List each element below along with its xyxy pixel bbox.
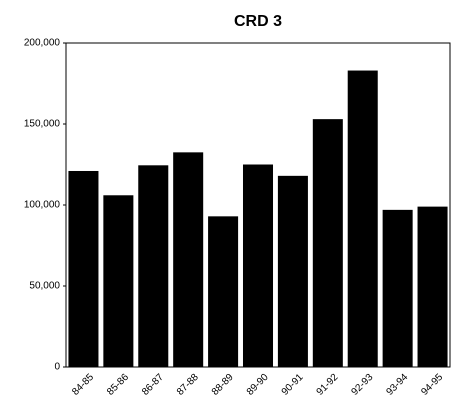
x-tick-label: 90-91 — [280, 372, 306, 398]
bar — [312, 119, 343, 367]
y-tick-label: 50,000 — [29, 281, 60, 292]
x-tick-label: 85-86 — [105, 372, 131, 398]
bar — [417, 206, 448, 367]
x-tick-label: 88-89 — [210, 372, 236, 398]
chart-title: CRD 3 — [234, 13, 282, 30]
bar — [138, 165, 169, 367]
bar — [68, 170, 99, 367]
bar — [173, 152, 204, 367]
y-tick-label: 0 — [54, 362, 60, 373]
x-tick-label: 92-93 — [350, 372, 376, 398]
bar — [382, 209, 413, 367]
y-tick-label: 150,000 — [24, 119, 61, 130]
x-tick-label: 93-94 — [384, 372, 410, 398]
y-tick-label: 200,000 — [24, 38, 61, 49]
bar — [277, 175, 308, 367]
x-tick-label: 89-90 — [245, 372, 271, 398]
x-tick-label: 91-92 — [315, 372, 341, 398]
y-tick-label: 100,000 — [24, 200, 61, 211]
bar — [103, 195, 134, 367]
x-tick-label: 84-85 — [70, 372, 96, 398]
bar — [242, 164, 274, 367]
bar — [347, 70, 378, 367]
x-tick-label: 94-95 — [419, 372, 445, 398]
x-tick-label: 86-87 — [140, 372, 166, 398]
bar — [208, 216, 239, 367]
x-tick-label: 87-88 — [175, 372, 201, 398]
